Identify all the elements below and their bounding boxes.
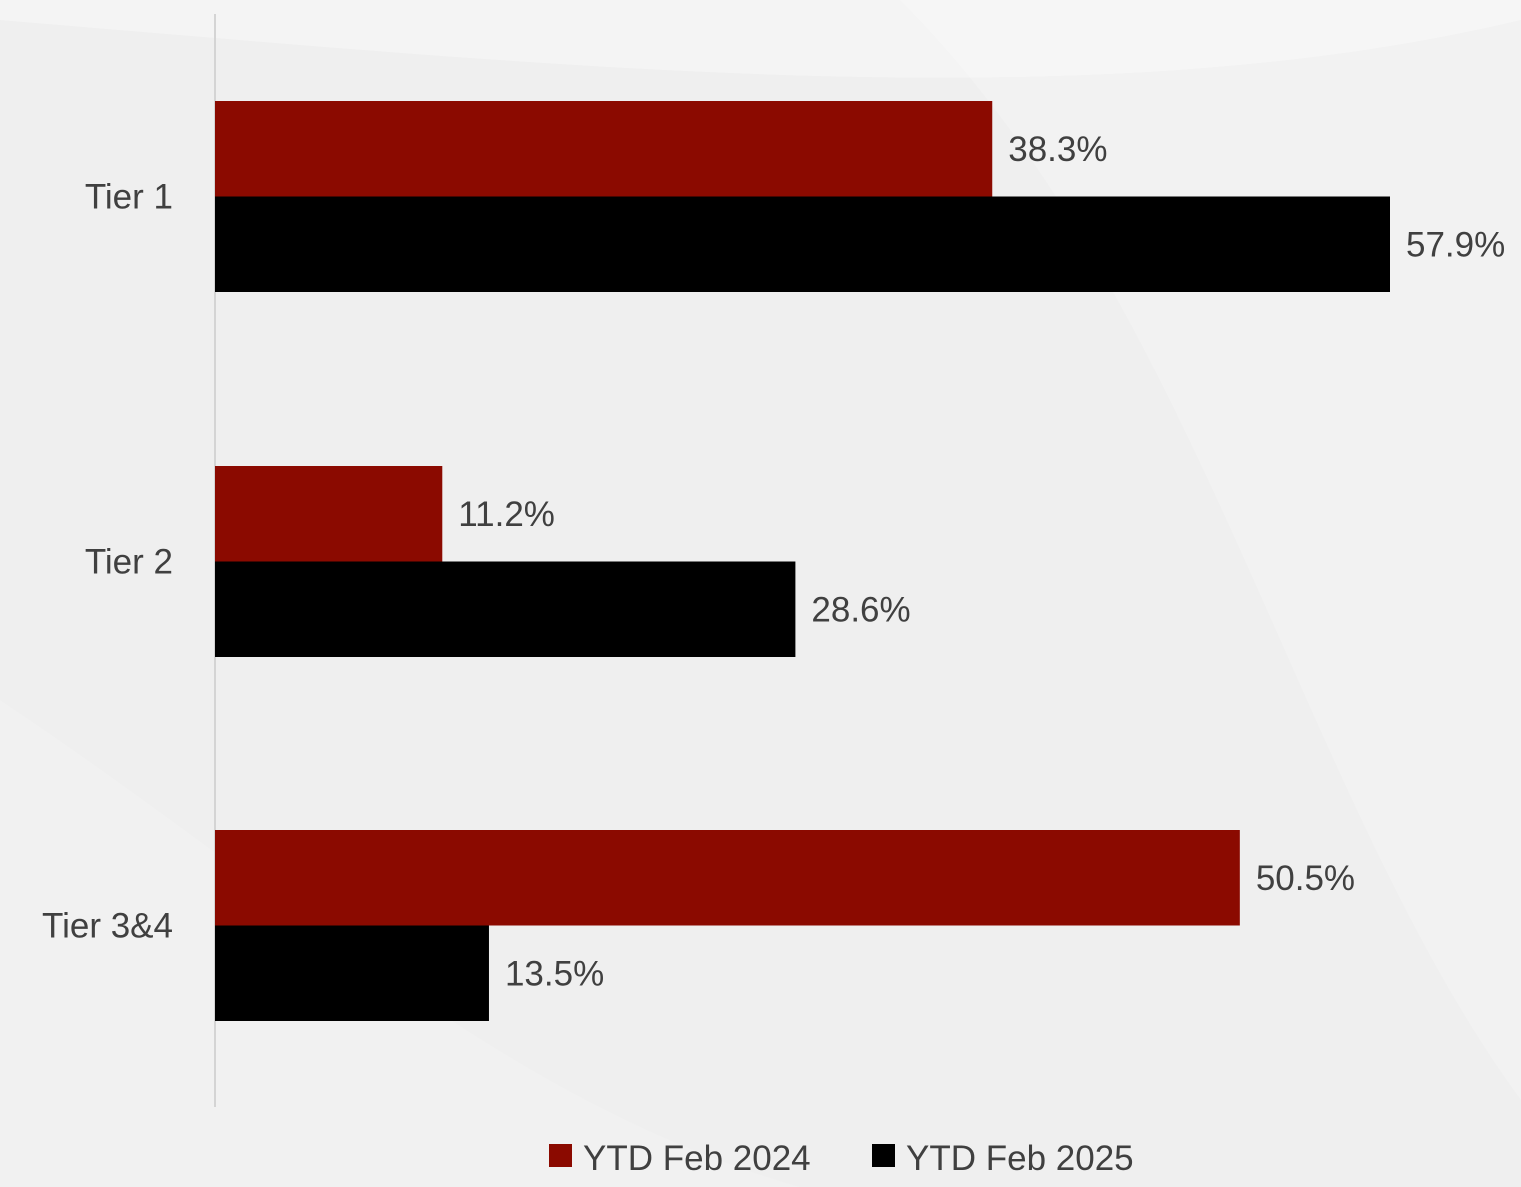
bar-value-label: 50.5%: [1256, 859, 1355, 898]
category-label: Tier 3&4: [42, 907, 173, 946]
bar-ytd-feb-2024: [215, 101, 993, 197]
bar-ytd-feb-2024: [215, 466, 443, 562]
legend-swatch: [872, 1144, 895, 1167]
legend: YTD Feb 2024 YTD Feb 2025: [549, 1139, 1134, 1178]
bar-value-label: 11.2%: [458, 495, 555, 534]
category-label: Tier 2: [85, 543, 173, 582]
bar-ytd-feb-2025: [215, 561, 796, 657]
bar-value-label: 28.6%: [811, 590, 910, 629]
bar-ytd-feb-2025: [215, 925, 489, 1021]
category-label: Tier 1: [85, 178, 173, 217]
legend-label: YTD Feb 2025: [906, 1139, 1134, 1178]
bar-ytd-feb-2024: [215, 830, 1240, 926]
bar-value-label: 13.5%: [505, 954, 604, 993]
bar-value-label: 57.9%: [1406, 225, 1505, 264]
data-labels-layer: 38.3% 57.9% 11.2% 28.6% 50.5% 13.5%: [458, 130, 1505, 994]
legend-label: YTD Feb 2024: [583, 1139, 811, 1178]
legend-swatch: [549, 1144, 572, 1167]
bars-layer: [215, 101, 1390, 1021]
category-labels-layer: Tier 1 Tier 2 Tier 3&4: [42, 178, 173, 946]
bar-value-label: 38.3%: [1008, 130, 1107, 169]
bar-ytd-feb-2025: [215, 196, 1390, 292]
